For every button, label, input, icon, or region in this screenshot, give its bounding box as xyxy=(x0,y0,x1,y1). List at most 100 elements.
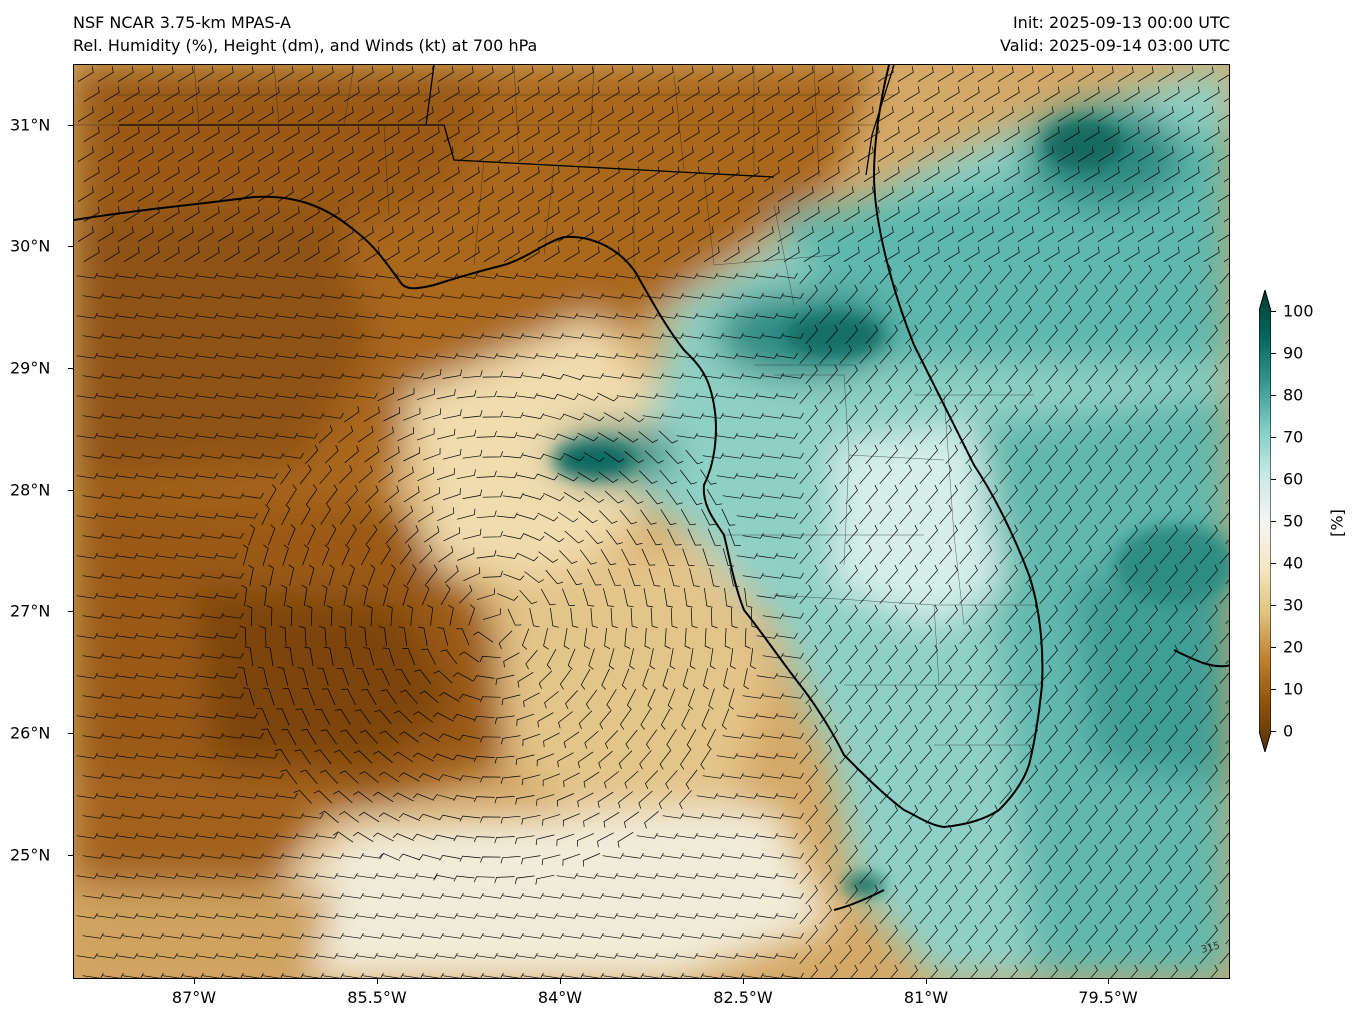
wind-barb xyxy=(919,424,932,445)
wind-barb xyxy=(597,226,614,242)
wind-barb xyxy=(376,312,398,319)
wind-barb xyxy=(412,833,435,841)
wind-barb xyxy=(1119,584,1132,605)
wind-barb xyxy=(999,384,1012,405)
wind-barb xyxy=(397,186,414,202)
wind-barb xyxy=(182,572,204,579)
wind-barb xyxy=(382,892,404,899)
wind-barb xyxy=(839,304,852,325)
wind-barb xyxy=(1123,86,1140,102)
wind-barb xyxy=(343,166,360,182)
wind-barb xyxy=(476,952,498,959)
wind-barb xyxy=(116,672,138,679)
wind-barb xyxy=(463,166,480,182)
wind-barb xyxy=(339,625,347,647)
wind-barb xyxy=(494,755,515,764)
wind-barb xyxy=(1043,206,1060,222)
wind-barb xyxy=(403,486,420,503)
wind-barb xyxy=(945,644,958,665)
wind-barb xyxy=(283,86,300,102)
wind-barb xyxy=(1159,944,1172,965)
wind-barb xyxy=(262,292,284,299)
wind-barb xyxy=(557,66,574,82)
wind-barb xyxy=(313,790,333,804)
wind-barb xyxy=(1045,364,1058,385)
wind-barb xyxy=(496,391,518,398)
wind-barb xyxy=(1199,824,1212,845)
wind-barb xyxy=(582,853,601,867)
wind-barb xyxy=(1063,166,1080,182)
wind-barb xyxy=(582,332,604,339)
wind-barb xyxy=(362,332,384,339)
wind-barb xyxy=(859,344,872,365)
wind-barb xyxy=(362,372,384,379)
wind-barb xyxy=(1139,384,1152,405)
wind-barb xyxy=(236,712,258,719)
wind-barb xyxy=(356,272,378,279)
wind-barb xyxy=(319,769,339,784)
wind-barb xyxy=(537,186,554,202)
wind-barb xyxy=(925,924,938,945)
wind-barb xyxy=(402,372,424,379)
wind-barb xyxy=(323,126,340,142)
wind-barb xyxy=(799,544,812,565)
wind-barb xyxy=(602,852,624,859)
wind-barb xyxy=(314,749,332,765)
wind-barb xyxy=(262,892,284,899)
wind-barb xyxy=(516,912,538,919)
wind-barb xyxy=(267,524,276,546)
wind-barb xyxy=(716,472,738,479)
wind-barb xyxy=(567,648,576,670)
wind-barb xyxy=(643,126,660,142)
wind-barb xyxy=(583,206,600,222)
wind-barb xyxy=(783,246,800,262)
wind-barb xyxy=(1203,86,1220,102)
wind-barb xyxy=(939,584,952,605)
wind-barb xyxy=(319,464,332,485)
wind-barb xyxy=(197,146,214,162)
wind-barb xyxy=(358,811,380,823)
wind-barb xyxy=(839,544,852,565)
wind-barb xyxy=(236,912,258,919)
wind-barb xyxy=(583,246,600,262)
wind-barb xyxy=(216,312,238,319)
wind-barb xyxy=(762,892,784,899)
wind-barb xyxy=(416,912,438,919)
wind-barb xyxy=(236,952,258,959)
wind-barb xyxy=(637,66,654,82)
wind-barb xyxy=(1145,884,1158,905)
wind-barb xyxy=(1117,226,1134,242)
colorbar-tick-label: 0 xyxy=(1283,721,1294,741)
wind-barb xyxy=(859,704,872,725)
wind-barb xyxy=(596,312,618,319)
wind-barb xyxy=(919,544,932,565)
wind-barb xyxy=(662,972,684,978)
wind-barb xyxy=(687,528,702,546)
wind-barb xyxy=(425,564,438,585)
wind-barb xyxy=(1179,464,1192,485)
wind-barb xyxy=(839,384,852,405)
wind-barb xyxy=(1219,584,1229,605)
wind-barb xyxy=(361,688,377,705)
wind-barb xyxy=(223,166,240,182)
wind-barb xyxy=(1037,106,1054,122)
wind-barb xyxy=(859,384,872,405)
wind-barb xyxy=(723,126,740,142)
wind-barb xyxy=(899,704,912,725)
wind-barb xyxy=(690,607,698,629)
wind-barb xyxy=(1199,624,1212,645)
wind-barb xyxy=(763,246,780,262)
wind-barb xyxy=(216,592,238,599)
wind-barb xyxy=(1205,684,1218,705)
wind-barb xyxy=(363,126,380,142)
wind-barb xyxy=(96,712,118,719)
wind-barb xyxy=(945,284,958,305)
wind-barb xyxy=(682,412,704,419)
wind-barb xyxy=(202,572,224,579)
wind-barb xyxy=(103,86,120,102)
wind-barb xyxy=(905,284,918,305)
wind-barb xyxy=(1019,744,1032,765)
wind-barb xyxy=(1159,704,1172,725)
wind-barb xyxy=(1199,504,1212,525)
wind-barb xyxy=(262,972,284,978)
